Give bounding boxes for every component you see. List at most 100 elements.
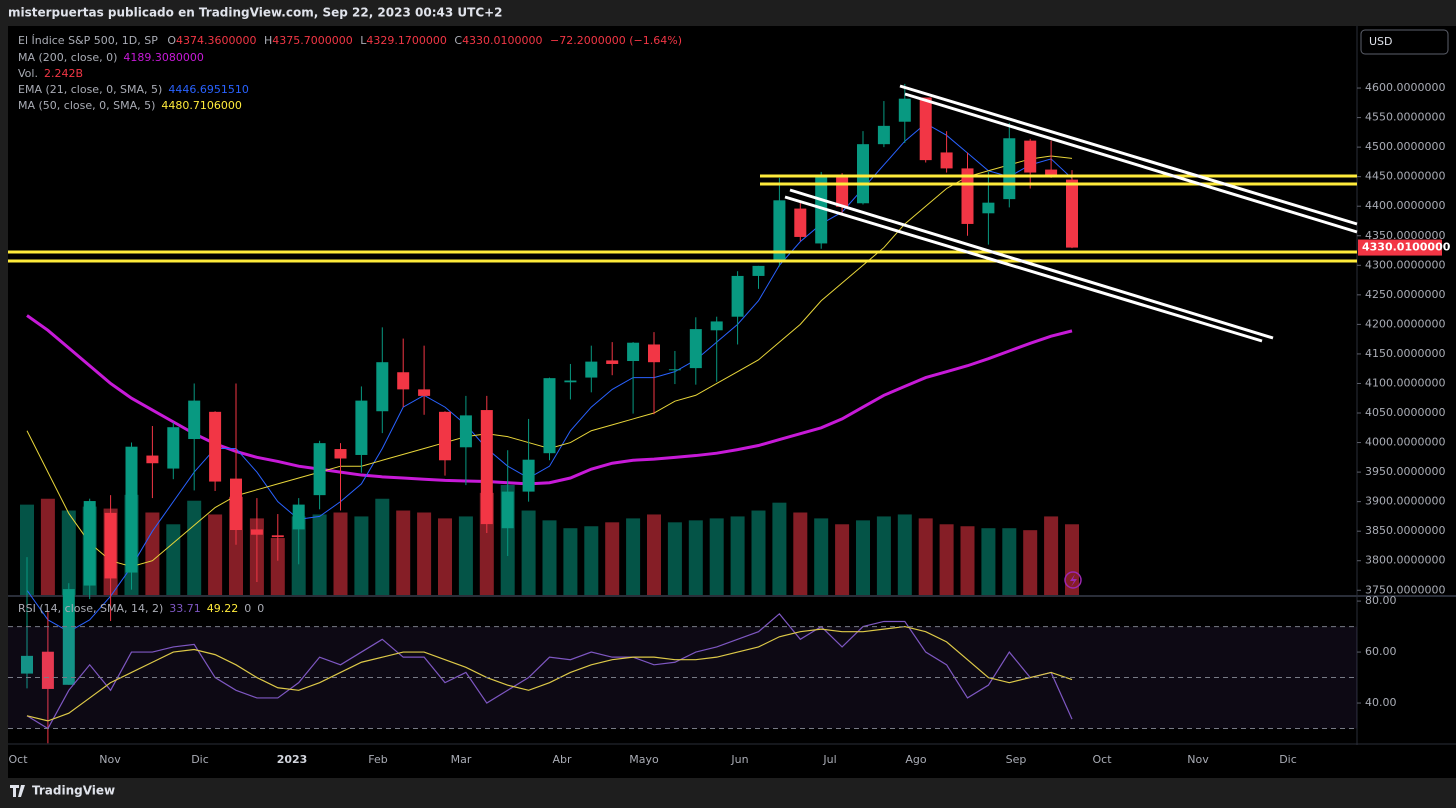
x-tick-label: Abr xyxy=(552,753,572,766)
legend-row: El Índice S&P 500, 1D, SP O4374.3600000 … xyxy=(18,34,682,47)
volume-bar xyxy=(835,524,850,595)
candle-body xyxy=(167,427,180,469)
volume-bar xyxy=(960,526,975,595)
series-line xyxy=(26,122,1073,633)
currency-button[interactable] xyxy=(1360,29,1449,55)
legend-value: 4480.7106000 xyxy=(161,99,241,112)
candle-body xyxy=(982,202,995,214)
alert-icon[interactable] xyxy=(1064,571,1082,589)
candle-body xyxy=(543,378,556,454)
series-line xyxy=(26,612,1073,730)
brand-logo xyxy=(10,785,25,797)
volume-bar xyxy=(939,524,954,595)
y-tick-label: 4300.0000000 xyxy=(1365,258,1445,271)
candle-body xyxy=(21,655,33,674)
candle-body xyxy=(773,200,786,261)
alert-bolt xyxy=(1070,574,1077,587)
volume-bar xyxy=(605,522,620,595)
y-tick-label: 4050.0000000 xyxy=(1365,406,1445,419)
volume-bar xyxy=(730,516,745,595)
channel-line xyxy=(789,188,1274,340)
volume-bar xyxy=(166,524,181,595)
y-tick-label: 4600.0000000 xyxy=(1365,81,1445,94)
ohlc-value: 4375.7000000 xyxy=(272,34,352,47)
candle-body xyxy=(627,342,640,362)
candle-body xyxy=(439,411,451,461)
volume-bar xyxy=(187,500,202,595)
volume-bar xyxy=(417,512,432,595)
y-tick-label: 80.00 xyxy=(1365,594,1397,607)
volume-bar xyxy=(40,498,55,595)
candle-body xyxy=(710,321,723,331)
candle-body xyxy=(522,459,535,492)
y-tick-label: 4100.0000000 xyxy=(1365,376,1445,389)
volume-bar xyxy=(876,516,891,595)
legend-change: −72.2000000 (−1.64%) xyxy=(550,34,682,47)
y-tick-label: 3950.0000000 xyxy=(1365,465,1445,478)
volume-bar xyxy=(981,528,996,595)
candle-body xyxy=(83,501,96,586)
volume-bar xyxy=(354,516,369,595)
candle-body xyxy=(689,329,702,369)
candle-body xyxy=(606,360,619,364)
candle-body xyxy=(898,98,911,122)
candle-body xyxy=(397,372,410,390)
ohlc-key: C xyxy=(454,34,462,47)
x-tick-label: Nov xyxy=(99,753,121,766)
candle-body xyxy=(919,97,932,161)
x-tick-label: 2023 xyxy=(277,753,308,766)
y-tick-label: 4000.0000000 xyxy=(1365,436,1445,449)
legend-name: RSI (14, close, SMA, 14, 2) xyxy=(18,602,163,615)
candle-body xyxy=(1024,140,1037,173)
y-tick-label: 60.00 xyxy=(1365,645,1397,658)
currency-button-label: USD xyxy=(1369,35,1393,48)
candle-body xyxy=(961,168,974,224)
legend-row: EMA (21, close, 0, SMA, 5) 4446.6951510 xyxy=(18,83,249,96)
legend-value: 2.242B xyxy=(44,67,83,80)
x-tick-label: Sep xyxy=(1006,753,1027,766)
volume-bar xyxy=(751,510,766,595)
volume-bar xyxy=(626,518,641,595)
candle-body xyxy=(313,443,326,496)
candle-body xyxy=(271,535,284,538)
candle-body xyxy=(146,455,159,464)
footer-brand: TradingView xyxy=(32,784,115,798)
candle-body xyxy=(648,344,660,363)
volume-bar xyxy=(1065,524,1079,595)
legend-row: MA (50, close, 0, SMA, 5) 4480.7106000 xyxy=(18,99,242,112)
volume-bar xyxy=(458,516,473,595)
x-tick-label: Ago xyxy=(905,753,927,766)
candle-body xyxy=(125,446,138,573)
legend-value: 0 xyxy=(244,602,251,615)
series-line xyxy=(26,625,1073,722)
channel-line xyxy=(784,195,1263,343)
volume-bar xyxy=(772,502,787,595)
candle-body xyxy=(480,410,493,525)
candle-body xyxy=(41,651,54,689)
legend-value: 49.22 xyxy=(207,602,239,615)
volume-bar xyxy=(333,512,348,595)
y-tick-label: 4250.0000000 xyxy=(1365,288,1445,301)
volume-bar xyxy=(375,498,390,595)
ohlc-value: 4329.1700000 xyxy=(366,34,446,47)
ohlc-value: 4374.3600000 xyxy=(176,34,256,47)
volume-bar xyxy=(584,526,599,595)
candle-body xyxy=(815,176,828,244)
candle-body xyxy=(731,275,744,317)
candle-body xyxy=(459,415,472,448)
volume-bar xyxy=(688,520,703,595)
candle-body xyxy=(1045,169,1058,177)
ohlc-key: L xyxy=(360,34,367,47)
chart-area xyxy=(8,26,1456,778)
legend-row: RSI (14, close, SMA, 14, 2) 33.71 49.22 0 0 xyxy=(18,602,264,615)
candle-body xyxy=(188,400,201,440)
volume-bar xyxy=(521,510,536,595)
y-tick-label: 3750.0000000 xyxy=(1365,583,1445,596)
legend-value: 4189.3080000 xyxy=(123,51,203,64)
legend-value: 0 xyxy=(257,602,264,615)
x-tick-label: Oct xyxy=(8,753,28,766)
candle-body xyxy=(585,361,598,378)
legend-value: 4446.6951510 xyxy=(168,83,248,96)
rsi-band xyxy=(8,626,1357,729)
